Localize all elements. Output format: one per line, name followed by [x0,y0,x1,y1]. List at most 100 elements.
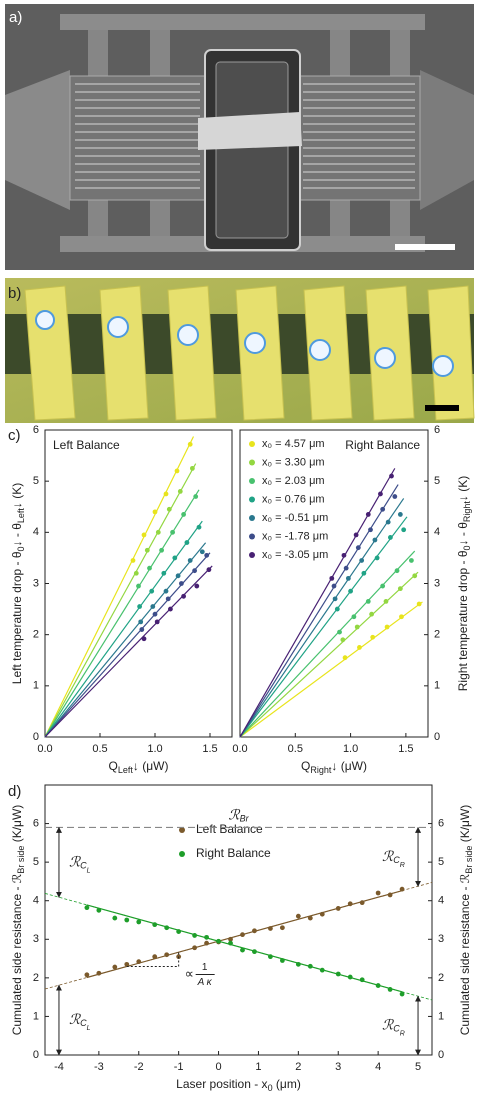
data-point [152,954,158,960]
data-point [96,907,102,913]
data-point [368,527,373,533]
data-point [196,524,202,530]
data-point [228,940,233,946]
x-tick-label: 0.0 [232,743,247,755]
data-point [194,583,200,589]
fit-line [239,516,408,738]
fit-line [239,601,423,738]
y-tick-label: 4 [434,526,440,538]
legend-label: x₀ = -1.78 μm [262,530,328,542]
label-part: C [80,1018,87,1028]
fit-line [239,550,416,738]
data-point [141,532,147,538]
y-tick-label: 6 [33,424,39,436]
data-point [341,552,347,558]
data-point [228,936,233,942]
data-point [179,581,184,586]
data-point [345,575,351,581]
data-point [357,645,362,650]
legend-marker [249,515,255,521]
x-tick-label: 4 [375,1061,381,1073]
data-point [190,465,195,471]
data-point [155,529,161,535]
data-point [307,963,313,969]
label-part: (μm) [273,1077,301,1091]
label-part: Right [462,501,472,523]
data-point [192,568,198,574]
data-point [365,599,371,604]
data-point [279,925,285,931]
data-point [359,977,365,983]
data-point [136,583,141,589]
data-point [279,958,285,963]
legend-label: x₀ = 4.57 μm [262,438,325,450]
data-point [380,506,386,512]
data-point [331,583,337,589]
data-point [351,614,357,620]
data-point [144,547,150,553]
data-point [394,568,400,574]
data-point [355,545,361,551]
y-tick-label: 4 [33,895,39,907]
label-part: ↓ (K) [10,483,24,508]
annotation: ∝ [185,966,194,981]
y-tick-label: 1 [33,1010,39,1022]
data-point [149,588,155,594]
data-point [378,491,383,497]
data-point [204,940,209,946]
data-point [397,512,403,517]
legend-marker [179,851,185,857]
label-part: Laser position - x [176,1077,267,1091]
x-tick-label: -3 [94,1061,104,1073]
data-point [268,954,273,960]
data-point [369,611,374,617]
data-point [340,637,346,643]
label-part: Right temperature drop - θ [456,550,470,691]
label-part: Right [310,765,332,775]
data-point [392,494,398,499]
data-point [136,959,142,965]
data-point [335,906,341,911]
data-point [112,964,118,970]
label-part: ↓ (K) [456,476,470,501]
data-point [329,575,335,581]
data-point [347,974,353,980]
data-point [375,890,381,896]
panel-label: c) [8,427,21,444]
data-point [137,604,143,609]
annotation: ℛCR [382,1016,405,1037]
data-point [164,952,170,958]
data-point [295,913,301,919]
fit-line [44,542,207,738]
data-point [139,627,145,632]
label-part: 0 [268,1083,273,1093]
data-point [252,928,257,934]
data-point [187,558,193,563]
fit-line [239,571,419,738]
data-point [348,588,353,594]
data-point [268,926,273,931]
fit-line [239,484,399,738]
label-part: C [393,1024,400,1034]
y-tick-label: 3 [438,933,444,945]
y-tick-label: 2 [33,629,39,641]
y-tick-label: 4 [33,526,39,538]
data-point [295,961,301,967]
data-point [168,606,173,612]
data-point [154,619,160,625]
label-part: ↓ - θ [456,522,470,546]
data-point [384,624,390,630]
data-point [385,519,391,525]
x-tick-label: 1 [255,1061,261,1073]
data-point [380,583,386,589]
y-tick-label: 1 [434,680,440,692]
label-part: ℛ [382,848,394,864]
x-tick-label: 1.5 [398,743,413,755]
y-tick-label: 2 [434,629,440,641]
x-tick-label: 1.0 [147,743,162,755]
y-tick-label: 6 [438,817,444,829]
data-point [361,570,367,576]
data-point [133,570,139,576]
data-point [347,901,353,907]
